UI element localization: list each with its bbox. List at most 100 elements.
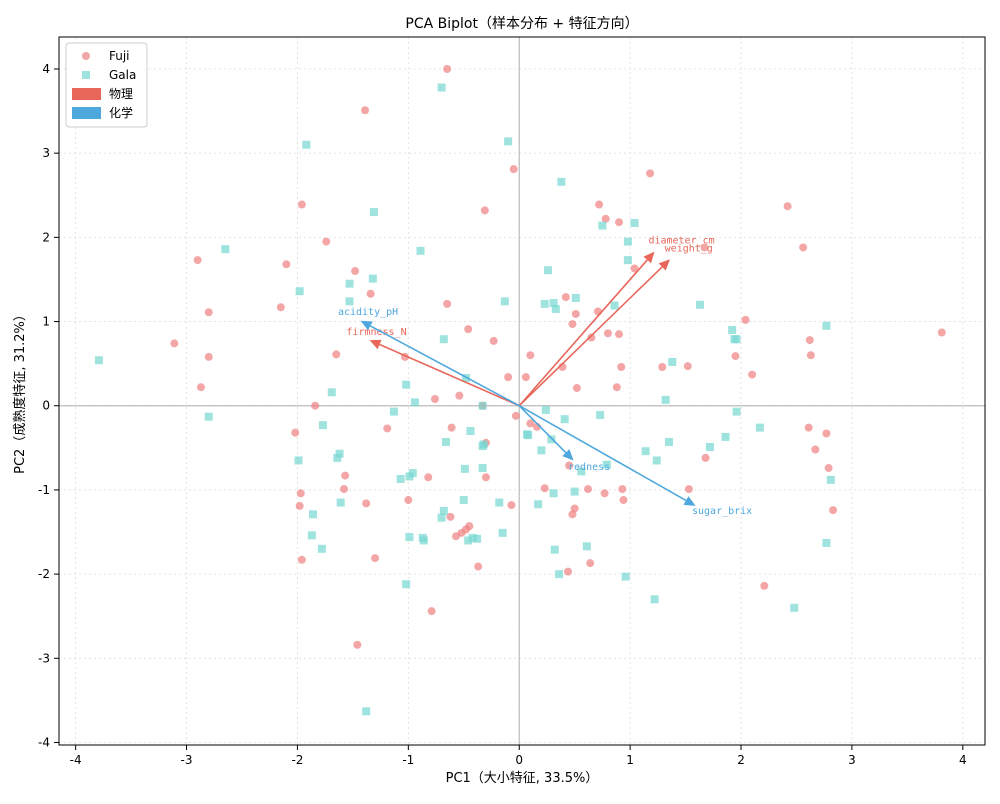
gala-point <box>695 300 704 309</box>
loading-arrowhead-weight_g <box>658 259 671 271</box>
fuji-point <box>684 485 693 494</box>
fuji-point <box>404 496 413 505</box>
fuji-point <box>564 567 573 576</box>
loading-arrow-sugar_brix <box>518 405 687 502</box>
gala-point <box>577 467 586 476</box>
fuji-point <box>332 350 341 359</box>
plot-frame <box>58 36 986 746</box>
gala-point <box>336 498 345 507</box>
loading-label-sugar_brix: sugar_brix <box>692 506 752 517</box>
fuji-point <box>340 485 349 494</box>
chart-title: PCA Biplot（样本分布 + 特征方向） <box>405 16 638 32</box>
legend-label-chemical: 化学 <box>109 105 133 120</box>
y-tick-label: 0 <box>42 399 50 413</box>
gala-point <box>650 595 659 604</box>
fuji-point <box>526 351 535 360</box>
fuji-point <box>600 489 609 498</box>
loading-arrow-firmness_N <box>379 343 520 407</box>
gala-point <box>439 506 448 515</box>
fuji-point <box>297 200 306 209</box>
fuji-point <box>170 339 179 348</box>
legend-label-physical: 物理 <box>109 87 133 101</box>
legend-box <box>65 42 148 128</box>
x-axis-ticks: -4 -3 -2 -1 0 1 2 3 4 <box>70 745 967 767</box>
fuji-point <box>311 401 320 410</box>
fuji-point <box>760 581 769 590</box>
fuji-point <box>295 501 304 510</box>
gala-point <box>540 299 549 308</box>
gala-point <box>478 464 487 473</box>
fuji-point <box>683 362 692 371</box>
gala-point <box>369 208 378 217</box>
gala-point <box>790 603 799 612</box>
fuji-point <box>593 307 602 316</box>
gala-point <box>466 426 475 435</box>
fuji-point <box>480 206 489 215</box>
fuji-point <box>617 363 626 372</box>
gala-point <box>822 321 831 330</box>
fuji-point <box>603 329 612 338</box>
gala-point <box>534 500 543 509</box>
gala-point <box>302 140 311 149</box>
fuji-point <box>509 165 518 174</box>
fuji-point <box>353 640 362 649</box>
gala-point <box>560 415 569 424</box>
gala-point <box>402 580 411 589</box>
x-tick-label: -1 <box>402 753 414 767</box>
gala-point <box>664 437 673 446</box>
y-axis-ticks: -4 -3 -2 -1 0 1 2 3 4 <box>38 62 59 749</box>
gala-point <box>728 325 737 334</box>
gala-point <box>641 447 650 456</box>
legend-patch-chemical <box>72 107 101 119</box>
fuji-point <box>430 394 439 403</box>
gala-point <box>598 221 607 230</box>
fuji-point <box>615 330 624 339</box>
gala-point <box>596 410 605 419</box>
loading-arrowhead-diameter_cm <box>643 251 655 264</box>
loading-arrow-redness <box>518 405 567 454</box>
y-tick-label: 2 <box>42 230 50 244</box>
fuji-point <box>511 411 520 420</box>
gala-point <box>335 449 344 458</box>
gala-point <box>473 534 482 543</box>
gala-point <box>582 542 591 551</box>
gala-point <box>549 489 558 498</box>
fuji-point <box>741 315 750 324</box>
y-tick-label: 3 <box>42 146 50 160</box>
fuji-point <box>822 429 831 438</box>
fuji-point <box>568 320 577 329</box>
gala-point <box>405 533 414 542</box>
fuji-point <box>504 373 513 382</box>
fuji-point <box>366 289 375 298</box>
fuji-point <box>526 419 535 428</box>
gala-point <box>537 446 546 455</box>
loading-label-firmness_N: firmness_N <box>346 327 406 338</box>
fuji-point <box>276 303 285 312</box>
fuji-point <box>601 214 610 223</box>
fuji-point <box>731 352 740 361</box>
fuji-point <box>595 200 604 209</box>
gala-point <box>317 544 326 553</box>
fuji-point <box>196 383 205 392</box>
gala-point <box>333 453 342 462</box>
gala-point <box>524 431 533 440</box>
fuji-point <box>452 532 461 541</box>
fuji-point <box>824 464 833 473</box>
gala-point <box>345 279 354 288</box>
gala-point <box>705 442 714 451</box>
loading-arrow-acidity_pH <box>369 325 520 407</box>
fuji-point <box>572 384 581 393</box>
gala-point <box>295 287 304 296</box>
fuji-point <box>630 264 639 273</box>
gala-point <box>307 531 316 540</box>
sample-points <box>94 64 946 716</box>
gala-point <box>345 297 354 306</box>
fuji-point <box>806 351 815 360</box>
gala-point <box>610 301 619 310</box>
x-tick-label: 4 <box>959 753 967 767</box>
gala-point <box>318 421 327 430</box>
fuji-point <box>540 484 549 493</box>
